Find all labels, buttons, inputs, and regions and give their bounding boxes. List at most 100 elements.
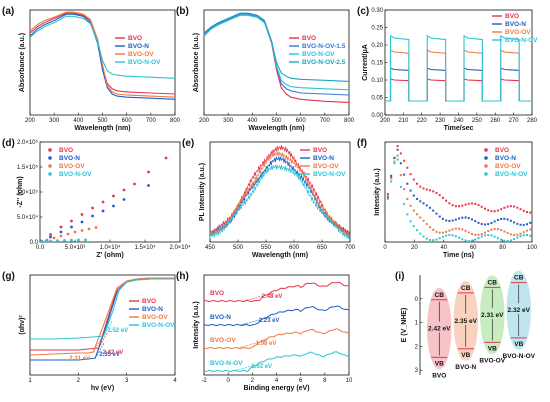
x-axis-label: Wavelength (nm) [252,252,308,259]
legend-marker [484,172,488,176]
x-tick-label: 250 [472,118,483,124]
data-point [441,217,444,220]
x-tick-label: 300 [223,118,234,124]
x-axis-label: Z' (ohm) [96,252,123,259]
legend-entry: BVO-N-OV-2.5 [302,59,346,66]
sample-name: BVO [432,372,446,379]
band-ellipse [427,287,452,370]
data-point [409,189,412,192]
x-tick-label: 40 [440,245,447,251]
legend-marker [484,164,488,168]
data-point [493,220,496,223]
y-axis-label: Intensity (a.u.) [193,301,200,348]
panel-label: (i) [395,271,404,282]
panel-h: (h) -2 0 2 4 6 8 10 Binding energy (eV) Intensity… [176,271,353,392]
y-axis-label: E (V_NHE) [401,308,408,343]
data-point [409,173,412,176]
data-point [412,194,415,197]
panel-label: (g) [2,271,15,282]
y-tick-label: 0.20 [371,43,383,49]
data-point [522,231,525,234]
panel-label: (h) [176,271,189,282]
x-tick-label: 400 [247,118,258,124]
band-ellipse [480,275,505,355]
data-point [451,228,454,231]
sample-name: BVO-N [455,364,476,371]
data-point [480,205,483,208]
x-tick-label: 2 [77,378,81,384]
data-point [509,233,512,236]
x-tick-label: 240 [453,118,464,124]
data-point [464,229,467,232]
y-axis-label: PL Intensity (a.u.) [199,163,206,221]
data-point [477,221,480,224]
data-point [422,219,425,222]
series-line [385,67,532,102]
data-point [386,194,389,197]
y-tick-label: 0.05 [371,96,383,102]
series-label: BVO-OV [210,337,236,344]
data-point [80,220,84,224]
panel-label: (d) [2,138,15,149]
x-tick-label: 700 [320,118,331,124]
data-point [80,213,84,216]
bandgap-annotation: 2.35 eV [99,352,120,358]
x-tick-label: 800 [170,118,181,124]
data-point [396,154,399,157]
data-point [425,204,428,207]
data-point [147,170,150,174]
legend-entry: BVO-N [313,155,334,162]
data-point [396,158,399,161]
bandgap-annotation: 2.52 eV [107,328,128,334]
data-point [490,221,493,224]
cb-label: CB [514,275,524,282]
data-point [526,211,529,214]
data-point [500,208,503,211]
series-line [385,49,532,102]
data-point [454,205,457,208]
data-point [477,237,480,240]
data-point [461,228,464,231]
x-axis-label: Wavelength (nm) [248,125,304,132]
data-point [490,234,493,237]
legend-entry: BVO-N-OV [313,171,346,178]
data-point [49,239,52,243]
data-point [445,219,448,222]
legend-marker [48,172,52,176]
x-axis-label: hν (eV) [91,385,114,392]
data-point [396,145,399,148]
data-point [471,202,474,205]
data-point [516,233,519,236]
data-point [487,209,490,212]
data-point [516,222,519,225]
data-point [516,206,519,209]
data-point [386,196,389,199]
data-point [63,238,66,242]
data-point [432,190,435,193]
data-point [422,187,425,190]
data-point [56,239,59,243]
edge-value: 1.98 eV [256,341,277,347]
data-point [448,202,451,205]
legend-entry: BVO-N [128,43,149,50]
data-point [513,233,516,236]
data-point [403,173,406,176]
panel-i: (i) 0 1 2 3 E (V_NHE) CB VB 2.42 eV BVO CB VB 2.35 e… [395,270,536,379]
x-tick-label: 6 [299,378,303,384]
legend-entry: BVO-OV [128,51,154,58]
x-tick-label: 500 [97,118,108,124]
panel-c: (c) 200 210 220 230 240 250 260 270 280 0.00 0.05 0.… [357,6,538,132]
data-point [59,230,63,234]
data-point [496,209,499,212]
data-point [529,221,532,224]
x-tick-label: 800 [344,118,355,124]
data-point [500,229,503,232]
data-point [399,162,402,165]
data-point [428,238,431,241]
data-point [70,238,73,242]
edge-value: 2.23 eV [259,318,280,324]
data-point [487,234,490,237]
x-tick-label: 100 [527,245,538,251]
data-point [403,159,406,162]
x-tick-label: 4 [275,378,279,384]
